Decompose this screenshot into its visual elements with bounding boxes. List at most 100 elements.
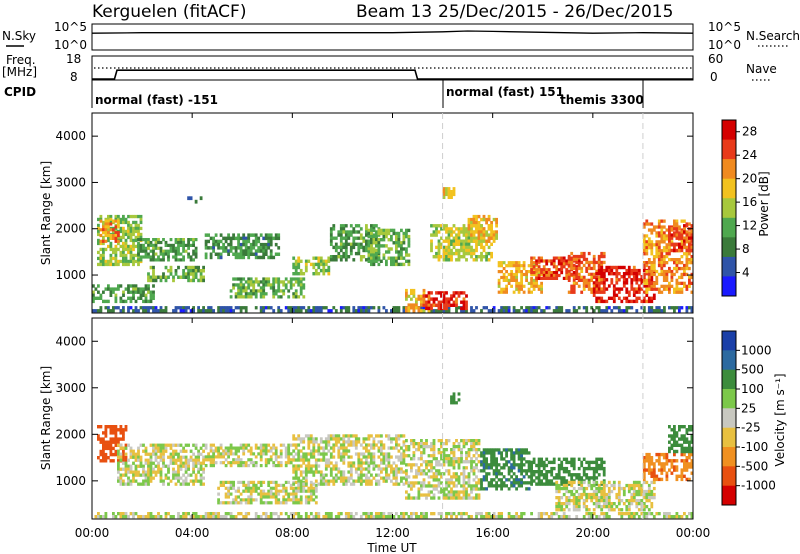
power-blobs-cell-4	[192, 243, 195, 247]
power-blobs-cell-0	[602, 309, 606, 313]
power-blobs-cell-0	[422, 306, 426, 310]
power-blobs-cell-21	[673, 231, 676, 235]
power-blobs-cell-8	[254, 295, 258, 299]
velocity-blobs-cell-4	[304, 489, 308, 493]
velocity-blobs-cell-5	[314, 458, 318, 462]
power-blobs-cell-20	[595, 296, 599, 300]
velocity-blobs-cell-7	[517, 448, 521, 452]
power-blobs-cell-4	[144, 252, 148, 256]
velocity-blobs-cell-7	[490, 466, 493, 470]
power-blobs-cell-1	[117, 262, 120, 267]
velocity-blobs-cell-3	[234, 458, 238, 462]
power-blobs-cell-0	[149, 306, 153, 310]
velocity-blobs-cell-2	[119, 452, 123, 456]
power-blobs-cell-0	[222, 309, 225, 313]
velocity-blobs-cell-0	[217, 512, 220, 516]
power-blobs-cell-0	[685, 309, 689, 313]
power-blobs-cell-9	[317, 272, 321, 276]
power-blobs-cell-10	[349, 245, 353, 250]
power-blobs-cell-20	[650, 296, 654, 300]
velocity-blobs-cell-5	[304, 464, 308, 468]
power-blobs-cell-5	[179, 275, 183, 279]
velocity-blobs-cell-5	[314, 464, 318, 468]
power-blobs-cell-0	[229, 306, 233, 310]
power-blobs-cell-14	[450, 239, 453, 243]
velocity-blobs-cell-5	[370, 479, 373, 483]
power-blobs-cell-0	[397, 309, 401, 313]
velocity-blobs-cell-6	[422, 442, 426, 446]
power-blobs-cell-19	[572, 263, 576, 268]
velocity-blobs-cell-6	[470, 442, 473, 446]
power-blobs-cell-10	[339, 258, 343, 262]
power-blobs-cell-20	[612, 272, 616, 276]
power-blobs-cell-5	[184, 272, 188, 276]
power-blobs-cell-7	[254, 239, 258, 244]
velocity-blobs-cell-6	[407, 445, 411, 449]
velocity-blobs-cell-4	[309, 498, 313, 502]
velocity-blobs-cell-8	[567, 473, 571, 477]
power-blobs-cell-10	[334, 245, 338, 250]
velocity-blobs-cell-0	[487, 512, 491, 516]
velocity-blobs-cell-8	[542, 482, 546, 486]
power-blobs-cell-14	[485, 233, 488, 237]
power-blobs-cell-20	[610, 272, 614, 276]
velocity-blobs-cell-6	[472, 466, 476, 470]
velocity-blobs-cell-3	[269, 449, 273, 453]
power-blobs-cell-20	[607, 272, 611, 276]
velocity-blobs-cell-6	[455, 472, 458, 476]
power-blobs-cell-18	[560, 268, 564, 272]
velocity-blobs-cell-2	[202, 461, 205, 465]
beam-title: Beam 13	[356, 2, 432, 22]
power-blobs-cell-14	[472, 248, 476, 253]
power-blobs-cell-8	[257, 283, 261, 287]
velocity-blobs-cell-6	[457, 466, 461, 470]
power-blobs-cell-0	[239, 309, 243, 313]
velocity-blobs-cell-8	[590, 476, 594, 480]
velocity-blobs-cell-2	[132, 461, 135, 465]
velocity-blobs-cell-5	[382, 476, 386, 480]
velocity-blobs-cell-2	[177, 452, 180, 456]
power-blobs-cell-0	[620, 309, 624, 313]
velocity-blobs-cell-4	[314, 486, 318, 490]
velocity-blobs-cell-2	[137, 470, 140, 474]
velocity-blobs-cell-6	[472, 478, 476, 482]
power-blobs-cell-19	[587, 287, 591, 291]
velocity-blobs-cell-5	[367, 452, 371, 456]
velocity-blobs-cell-4	[222, 480, 225, 484]
velocity-blobs-cell-5	[304, 473, 308, 477]
power-blobs-cell-8	[232, 286, 235, 290]
velocity-blobs-cell-5	[352, 434, 356, 438]
power-blobs-cell-10	[339, 248, 343, 253]
velocity-blobs-cell-7	[485, 457, 488, 461]
velocity-blobs-cell-5	[382, 455, 386, 459]
power-blobs-cell-11	[385, 231, 388, 236]
velocity-blobs-cell-8	[537, 479, 541, 483]
power-blobs-cell-7	[269, 233, 273, 237]
velocity-blobs-cell-6	[462, 490, 466, 494]
velocity-blobs-cell-2	[117, 479, 120, 483]
velocity-blobs-cell-0	[663, 515, 666, 519]
power-blobs-cell-8	[239, 292, 243, 296]
velocity-blobs-cell-0	[139, 515, 143, 519]
power-blobs-cell-21	[685, 266, 689, 271]
power-blobs-cell-18	[535, 276, 538, 280]
velocity-blobs-cell-5	[314, 437, 318, 441]
velocity-blobs-cell-8	[542, 466, 546, 471]
power-blobs-cell-8	[244, 295, 248, 299]
power-blobs-cell-15	[492, 239, 496, 243]
velocity-blobs-cell-1	[114, 434, 118, 438]
power-blobs-cell-18	[560, 265, 564, 269]
velocity-blobs-cell-1	[109, 449, 113, 454]
power-blobs-cell-0	[242, 306, 246, 310]
power-blobs-cell-12	[417, 294, 421, 298]
power-blobs-cell-0	[525, 309, 528, 313]
power-colorbar-tick-label: 28	[742, 125, 757, 139]
velocity-blobs-cell-0	[497, 512, 501, 516]
velocity-blobs-cell-4	[269, 495, 273, 499]
power-blobs-cell-4	[164, 249, 168, 253]
power-blobs-cell-19	[597, 284, 601, 288]
velocity-blobs-cell-0	[520, 512, 523, 516]
velocity-blobs-cell-3	[254, 443, 258, 447]
velocity-blobs-cell-6	[407, 484, 411, 488]
velocity-blobs-cell-8	[570, 473, 574, 477]
